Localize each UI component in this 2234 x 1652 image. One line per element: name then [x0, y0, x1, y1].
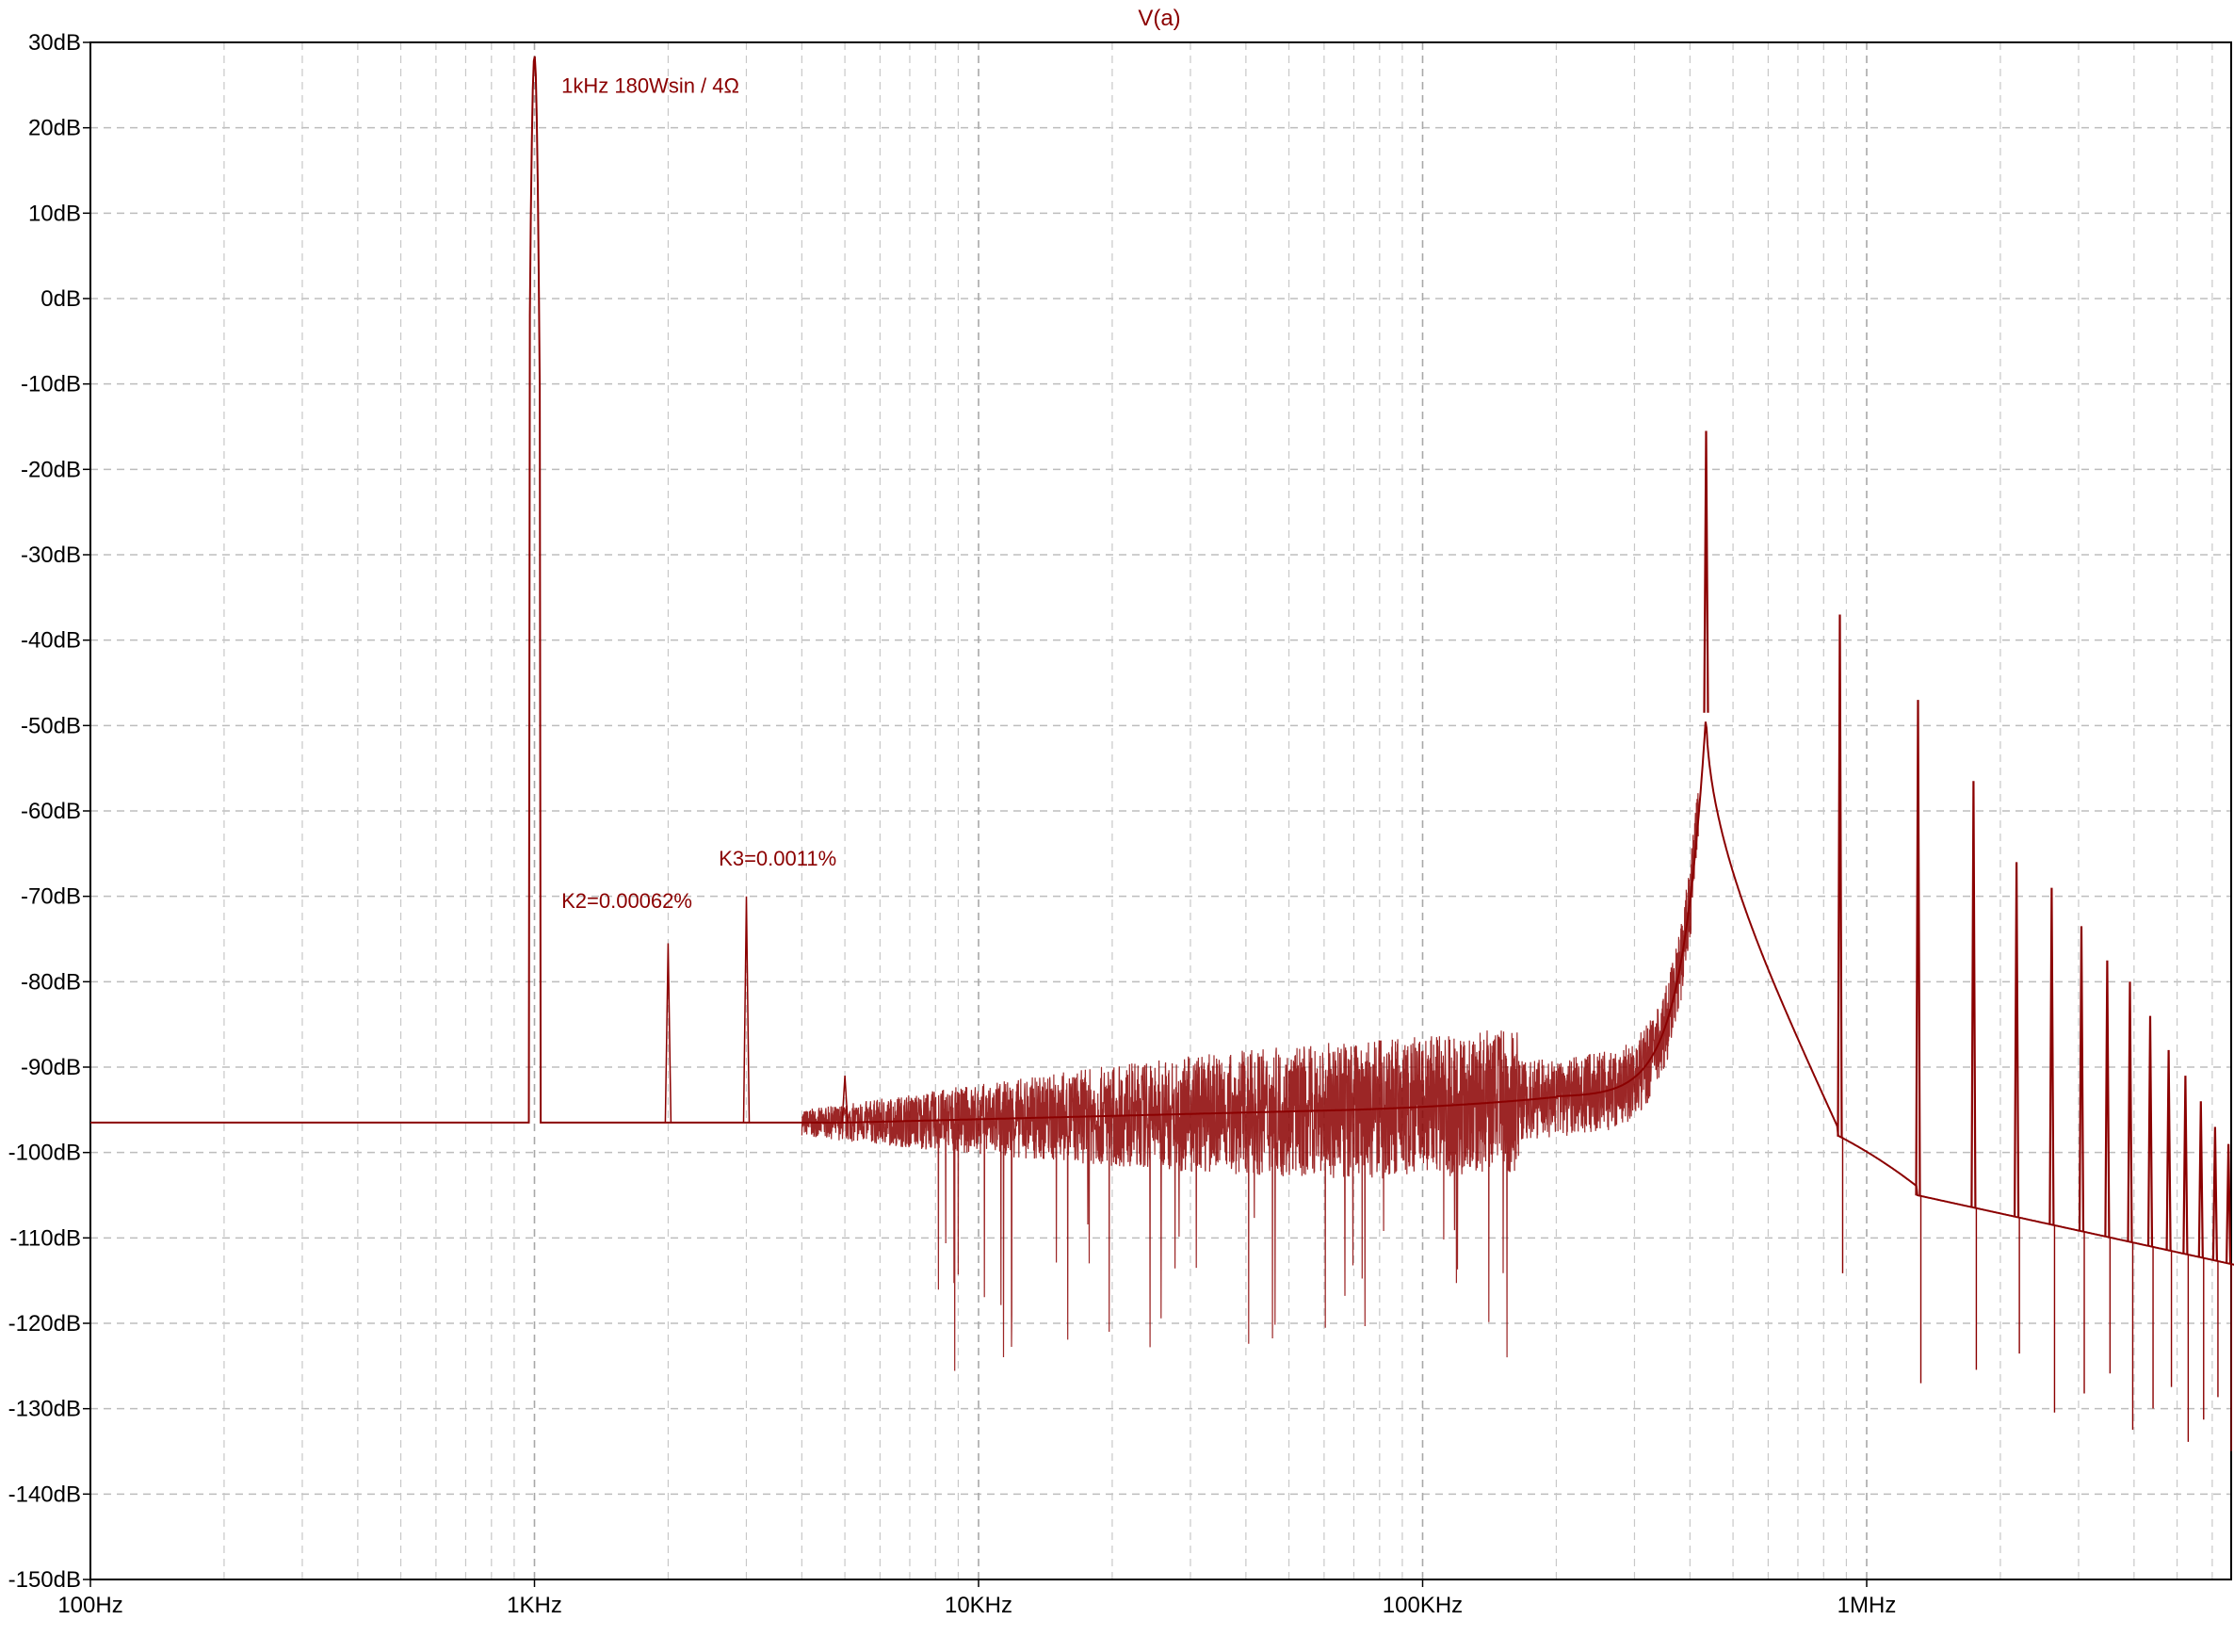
y-tick-label: -150dB [8, 1567, 81, 1593]
peak-sw10 [2146, 1015, 2154, 1247]
peak-sw6 [2048, 887, 2055, 1225]
x-tick-label: 10KHz [945, 1593, 1012, 1618]
y-tick-label: -70dB [21, 884, 81, 910]
peak-H3 [742, 896, 751, 1123]
x-tick-label: 1MHz [1837, 1593, 1897, 1618]
peak-H2 [664, 943, 672, 1123]
y-tick-label: -80dB [21, 969, 81, 995]
spectrum-trace [90, 56, 2234, 1266]
peak-sw4 [1970, 781, 1977, 1208]
y-axis: 30dB 20dB 10dB 0dB -10dB -20dB -30dB -40dB -50dB… [8, 30, 90, 1593]
peak-sw14 [2211, 1126, 2218, 1261]
peak-sw5 [2014, 862, 2020, 1218]
y-tick-label: -10dB [21, 372, 81, 397]
x-tick-label: 1KHz [507, 1593, 562, 1618]
y-tick-label: -120dB [8, 1311, 81, 1336]
y-tick-label: -90dB [21, 1055, 81, 1080]
y-tick-label: -100dB [8, 1141, 81, 1166]
annotation-label: K3=0.0011% [719, 847, 836, 870]
peak-sw7 [2078, 926, 2085, 1232]
peak-sw2 [1837, 614, 1843, 1137]
peak-sw12 [2182, 1076, 2189, 1255]
y-tick-label: -130dB [8, 1397, 81, 1422]
plot-grid [90, 42, 2231, 1579]
y-tick-label: 20dB [28, 116, 81, 141]
x-tick-label: 100KHz [1383, 1593, 1463, 1618]
y-tick-label: -20dB [21, 457, 81, 482]
peak-sw13 [2197, 1101, 2204, 1258]
peak-H5 [841, 1076, 849, 1123]
x-axis: 100Hz 1KHz 10KHz 100KHz 1MHz [57, 1579, 1896, 1618]
y-tick-label: 30dB [28, 30, 81, 56]
annotation-label: K2=0.00062% [561, 889, 692, 913]
y-tick-label: -140dB [8, 1482, 81, 1507]
peak-sw8 [2104, 960, 2111, 1238]
peak-switching [1703, 430, 1709, 713]
spectrum-peaks [664, 430, 2232, 1451]
spectrum-noise-trace [801, 793, 1699, 1371]
peak-sw11 [2165, 1049, 2172, 1251]
y-tick-label: -60dB [21, 799, 81, 824]
y-tick-label: 0dB [40, 286, 81, 312]
x-tick-label: 100Hz [57, 1593, 122, 1618]
y-tick-label: -40dB [21, 628, 81, 654]
peak-sw3 [1915, 700, 1921, 1196]
peak-sw9 [2127, 981, 2133, 1242]
annotation-label: 1kHz 180Wsin / 4Ω [561, 73, 739, 97]
y-tick-label: -30dB [21, 543, 81, 568]
y-tick-label: -110dB [9, 1225, 81, 1251]
y-tick-label: -50dB [21, 713, 81, 738]
peak-sw15 [2226, 1143, 2232, 1264]
chart-title: V(a) [1138, 6, 1180, 31]
y-tick-label: 10dB [28, 201, 81, 226]
annotations: 1kHz 180Wsin / 4Ω K2=0.00062% K3=0.0011% [561, 73, 836, 913]
